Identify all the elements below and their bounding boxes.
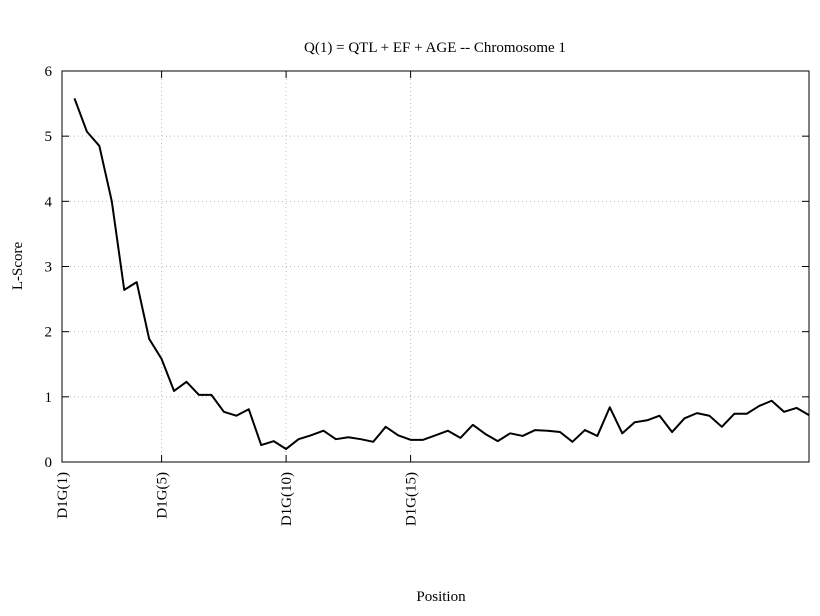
chart-title: Q(1) = QTL + EF + AGE -- Chromosome 1 — [304, 40, 566, 56]
plot-frame — [61, 70, 810, 463]
x-tick-label: D1G(1) — [55, 472, 71, 519]
x-tick-label: D1G(10) — [279, 472, 295, 526]
x-tick-label: D1G(5) — [155, 472, 171, 519]
y-tick-label: 4 — [45, 194, 53, 210]
data-line — [73, 98, 810, 450]
x-axis-label: Position — [416, 589, 466, 605]
y-axis-label: L-Score — [10, 242, 26, 291]
y-tick-label: 2 — [45, 325, 53, 341]
y-tick-label: 3 — [45, 260, 53, 276]
x-tick-label: D1G(15) — [404, 472, 420, 526]
y-tick-label: 0 — [45, 455, 53, 471]
y-tick-label: 5 — [45, 129, 53, 145]
y-tick-label: 1 — [45, 390, 53, 406]
y-tick-label: 6 — [45, 64, 53, 80]
